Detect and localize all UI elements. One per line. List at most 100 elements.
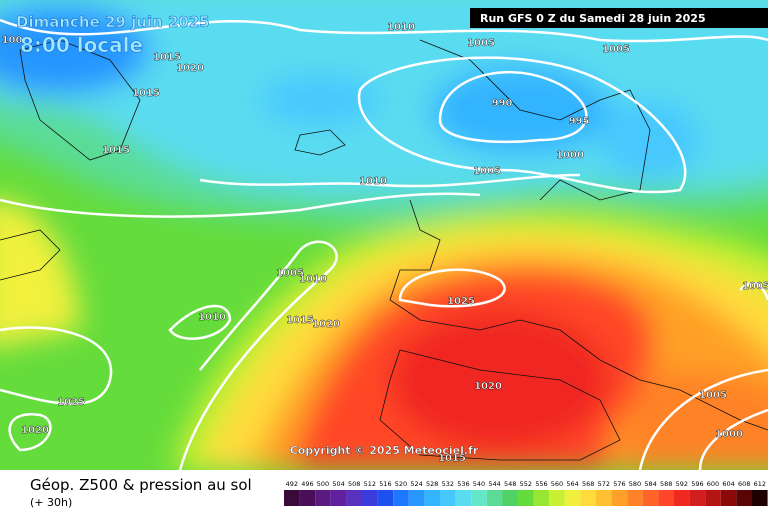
scale-swatch [455,490,472,506]
scale-label: 524 [410,480,422,488]
isobar-label: 1000 [715,429,743,440]
scale-swatch [611,490,628,506]
field: 1001010100510051015102010159909951000101… [0,0,768,470]
scale-swatch [564,490,581,506]
scale-label: 588 [660,480,672,488]
scale-label: 596 [691,480,703,488]
scale-label: 592 [676,480,688,488]
isobar-label: 995 [569,116,590,127]
scale-swatch [658,490,674,506]
isobar-label: 100 [2,35,23,46]
scale-swatch [315,490,331,506]
isobar-label: 1015 [286,315,314,326]
scale-swatch [533,490,550,506]
scale-swatch [362,490,378,506]
scale-swatch [424,490,440,506]
legend-title: Géop. Z500 & pression au sol [30,476,252,494]
scale-label: 504 [332,480,344,488]
isobar-labels: 1001010100510051015102010159909951000101… [1,22,768,464]
scale-label: 568 [582,480,594,488]
isobar-label: 1020 [176,63,204,74]
isobar-label: 1015 [102,145,130,156]
scale-swatch [720,490,737,506]
scale-swatch [752,490,768,506]
scale-label: 536 [457,480,469,488]
scale-label: 532 [442,480,454,488]
isobars [0,18,768,470]
isobar-label: 1010 [387,22,415,33]
scale-label: 500 [317,480,329,488]
isobar-label: 1005 [742,281,768,292]
scale-swatch [705,490,721,506]
scale-swatch [736,490,752,506]
scale-swatch [486,490,503,506]
scale-label: 548 [504,480,516,488]
scale-swatch [440,490,456,506]
run-label: Run GFS 0 Z du Samedi 28 juin 2025 [480,12,706,25]
scale-label: 564 [566,480,578,488]
isobar-label: 1010 [299,274,327,285]
isobar-label: 1025 [447,296,475,307]
scale-label: 576 [613,480,625,488]
scale-label: 612 [754,480,766,488]
scale-swatch [518,490,534,506]
scale-swatch [580,490,596,506]
scale-swatch [299,490,316,506]
isobar-label: 1020 [21,425,49,436]
scale-swatch [346,490,362,506]
scale-label: 540 [473,480,485,488]
isobar-label: 1005 [602,44,630,55]
isobar-label: 1020 [312,319,340,330]
scale-label: 516 [379,480,391,488]
isobar-label: 1015 [132,88,160,99]
isobar-label: 1015 [438,453,466,464]
scale-label: 556 [535,480,547,488]
scale-label: 572 [598,480,610,488]
scale-swatch [284,490,300,506]
isobar-label: 1010 [198,312,226,323]
legend-lead: (+ 30h) [30,496,72,509]
scale-label: 604 [722,480,734,488]
scale-swatch [689,490,706,506]
isobar-label: 1005 [473,166,501,177]
scale-swatch [408,490,425,506]
coastlines [0,39,768,461]
run-box [470,8,768,28]
scale-label: 544 [488,480,500,488]
isobar-label: 1000 [556,150,584,161]
scale-label: 512 [364,480,376,488]
scale-swatch [393,490,409,506]
scale-swatch [330,490,347,506]
scale-swatch [549,490,565,506]
scale-swatch [627,490,643,506]
color-scale: 492 496 500 504 508 512 516 520 524 528 532 536 540 5… [284,480,768,506]
isobar-label: 1005 [467,38,495,49]
scale-label: 520 [395,480,407,488]
copyright: Copyright © 2025 Meteociel.fr [290,444,479,457]
scale-swatch [502,490,518,506]
scale-swatch [674,490,690,506]
scale-swatch [471,490,487,506]
scale-label: 584 [644,480,656,488]
isobar-label: 1005 [699,390,727,401]
scale-label: 580 [629,480,641,488]
scale-label: 496 [301,480,313,488]
scale-swatch [642,490,659,506]
isobar-label: 1015 [153,52,181,63]
scale-label: 508 [348,480,360,488]
isobar-label: 1020 [474,381,502,392]
scale-swatch [596,490,612,506]
isobar-label: 1010 [359,176,387,187]
isobar-label: 990 [492,98,513,109]
scale-label: 600 [707,480,719,488]
scale-swatch [377,490,394,506]
title: Dimanche 29 juin 2025 [16,13,210,31]
isobar-label: 1005 [276,268,304,279]
subtitle: 8:00 locale [20,33,143,57]
scale-label: 608 [738,480,750,488]
scale-label: 560 [551,480,563,488]
scale-label: 552 [520,480,532,488]
scale-label: 528 [426,480,438,488]
isobar-label: 1025 [57,397,85,408]
